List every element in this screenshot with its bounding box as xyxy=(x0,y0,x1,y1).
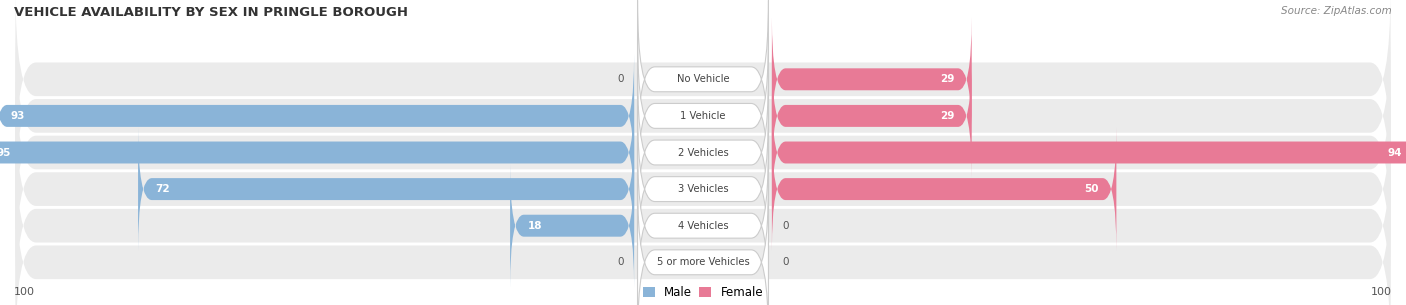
FancyBboxPatch shape xyxy=(637,74,769,231)
FancyBboxPatch shape xyxy=(637,147,769,305)
Text: 50: 50 xyxy=(1084,184,1099,194)
FancyBboxPatch shape xyxy=(772,54,972,178)
FancyBboxPatch shape xyxy=(0,54,634,178)
Text: 94: 94 xyxy=(1388,148,1402,157)
FancyBboxPatch shape xyxy=(0,90,634,215)
FancyBboxPatch shape xyxy=(15,59,1391,246)
FancyBboxPatch shape xyxy=(637,0,769,158)
Text: 2 Vehicles: 2 Vehicles xyxy=(678,148,728,157)
Text: 29: 29 xyxy=(941,111,955,121)
Text: 0: 0 xyxy=(617,74,624,84)
Text: VEHICLE AVAILABILITY BY SEX IN PRINGLE BOROUGH: VEHICLE AVAILABILITY BY SEX IN PRINGLE B… xyxy=(14,6,408,19)
FancyBboxPatch shape xyxy=(15,96,1391,282)
Text: 72: 72 xyxy=(155,184,170,194)
Text: 29: 29 xyxy=(941,74,955,84)
Text: 93: 93 xyxy=(11,111,25,121)
FancyBboxPatch shape xyxy=(772,90,1406,215)
FancyBboxPatch shape xyxy=(510,163,634,288)
Text: 0: 0 xyxy=(782,257,789,267)
Text: No Vehicle: No Vehicle xyxy=(676,74,730,84)
Legend: Male, Female: Male, Female xyxy=(643,286,763,299)
Text: 100: 100 xyxy=(14,287,35,297)
FancyBboxPatch shape xyxy=(637,183,769,305)
Text: Source: ZipAtlas.com: Source: ZipAtlas.com xyxy=(1281,6,1392,16)
FancyBboxPatch shape xyxy=(15,133,1391,305)
Text: 4 Vehicles: 4 Vehicles xyxy=(678,221,728,231)
FancyBboxPatch shape xyxy=(772,127,1116,251)
FancyBboxPatch shape xyxy=(637,110,769,268)
Text: 100: 100 xyxy=(1371,287,1392,297)
Text: 95: 95 xyxy=(0,148,11,157)
Text: 18: 18 xyxy=(527,221,541,231)
FancyBboxPatch shape xyxy=(772,17,972,142)
Text: 0: 0 xyxy=(617,257,624,267)
FancyBboxPatch shape xyxy=(637,37,769,195)
Text: 5 or more Vehicles: 5 or more Vehicles xyxy=(657,257,749,267)
FancyBboxPatch shape xyxy=(15,0,1391,172)
Text: 1 Vehicle: 1 Vehicle xyxy=(681,111,725,121)
FancyBboxPatch shape xyxy=(138,127,634,251)
Text: 3 Vehicles: 3 Vehicles xyxy=(678,184,728,194)
FancyBboxPatch shape xyxy=(15,23,1391,209)
FancyBboxPatch shape xyxy=(15,169,1391,305)
Text: 0: 0 xyxy=(782,221,789,231)
